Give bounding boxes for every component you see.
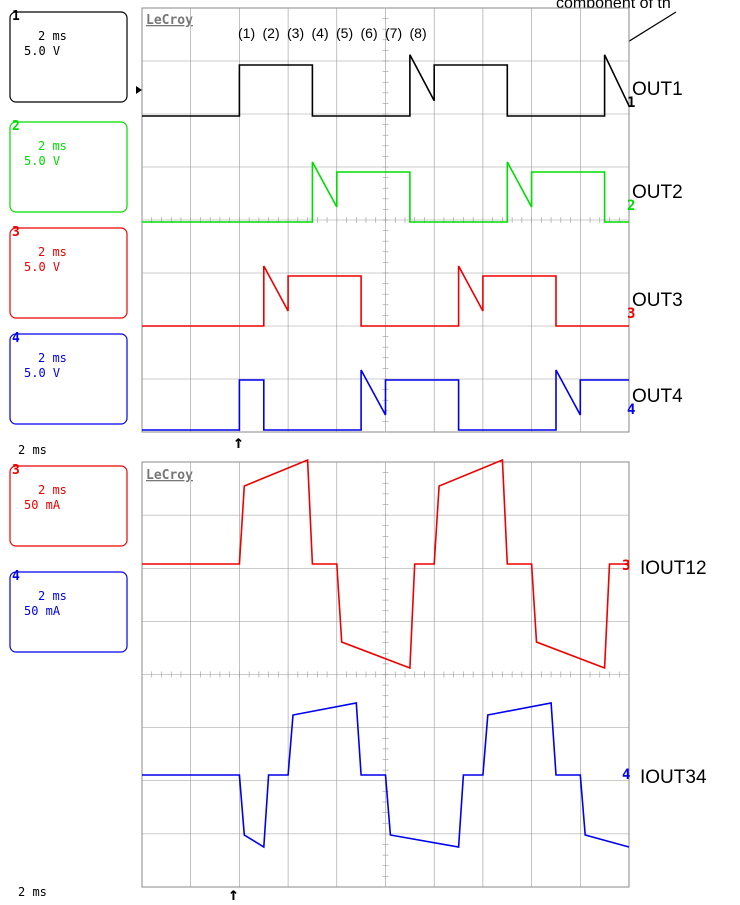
channel-info-frame (9, 571, 128, 653)
channel-info-box-4: 4 2 ms5.0 V (9, 331, 128, 425)
channel-info-box-1: 1 2 ms5.0 V (9, 9, 128, 103)
channel-name-label: OUT4 (632, 386, 683, 407)
channel-marker: 3 (627, 306, 635, 322)
trace-out1 (142, 54, 630, 117)
channel-time-div: 2 ms (38, 245, 67, 259)
channel-scale: 50 mA (24, 604, 61, 618)
channel-marker: 4 (622, 767, 630, 783)
phase-marker: (1) (238, 25, 255, 41)
trace-out4 (142, 369, 629, 431)
top-trigger-arrow: ↑ (233, 432, 244, 453)
channel-number: 1 (12, 9, 20, 24)
channel-number: 4 (12, 569, 20, 584)
top-grid (141, 7, 630, 433)
bottom-brand-label: LeCroy (146, 468, 193, 483)
phase-marker: (8) (410, 25, 427, 41)
channel-scale: 50 mA (24, 498, 61, 512)
bottom-traces (142, 458, 630, 849)
channel-time-div: 2 ms (38, 29, 67, 43)
channel-scale: 5.0 V (24, 260, 60, 274)
phase-labels: (1) (2) (3) (4) (5) (6) (7) (8) (238, 25, 427, 41)
channel-name-label: OUT2 (632, 182, 683, 203)
channel-name-label: IOUT12 (640, 558, 707, 579)
bottom-timebase: 2 ms (18, 885, 47, 899)
channel-number: 3 (12, 463, 20, 478)
bottom-scope-panel: LeCroy (141, 458, 630, 888)
channel-number: 3 (12, 225, 20, 240)
channel-info-frame (9, 465, 128, 547)
channel-name-label: IOUT34 (640, 767, 707, 788)
trace-out2 (142, 161, 629, 223)
channel-name-label: OUT3 (632, 290, 683, 311)
bottom-trigger-arrow: ↑ (228, 884, 239, 905)
channel-time-div: 2 ms (38, 139, 67, 153)
phase-marker: (5) (336, 25, 353, 41)
channel-number: 2 (12, 119, 20, 134)
channel-info-frame (9, 333, 128, 425)
channel-name-label: OUT1 (632, 79, 683, 100)
trace-iout34 (142, 702, 630, 849)
top-channel-info: 12 ms5.0 V22 ms5.0 V32 ms5.0 V42 ms5.0 V (9, 9, 128, 425)
channel-time-div: 2 ms (38, 351, 67, 365)
phase-marker: (3) (287, 25, 304, 41)
channel-number: 4 (12, 331, 20, 346)
channel-marker: 2 (627, 198, 635, 214)
top-timebase: 2 ms (18, 443, 47, 457)
channel-info-box-2: 2 2 ms5.0 V (9, 119, 128, 213)
channel-scale: 5.0 V (24, 154, 60, 168)
channel-info-frame (9, 121, 128, 213)
channel-time-div: 2 ms (38, 589, 67, 603)
top-scope-panel: LeCroy (1) (2) (3) (4) (5) (6) (7) (8) (141, 7, 630, 433)
channel-info-box-3: 3 2 ms5.0 V (9, 225, 128, 319)
trace-iout12 (142, 458, 629, 670)
channel-marker: 3 (622, 558, 630, 574)
top-brand-label: LeCroy (146, 13, 193, 28)
channel-time-div: 2 ms (38, 483, 67, 497)
top-traces (142, 54, 630, 431)
channel-scale: 5.0 V (24, 366, 60, 380)
channel-marker: 1 (627, 95, 635, 111)
trace-out3 (142, 265, 629, 327)
phase-marker: (4) (312, 25, 329, 41)
top-trigger-level-marker (136, 86, 142, 94)
channel-marker: 4 (627, 402, 635, 418)
phase-marker: (2) (263, 25, 280, 41)
phase-marker: (7) (385, 25, 402, 41)
phase-marker: (6) (361, 25, 378, 41)
channel-info-frame (9, 227, 128, 319)
channel-info-frame (9, 11, 128, 103)
channel-scale: 5.0 V (24, 44, 60, 58)
